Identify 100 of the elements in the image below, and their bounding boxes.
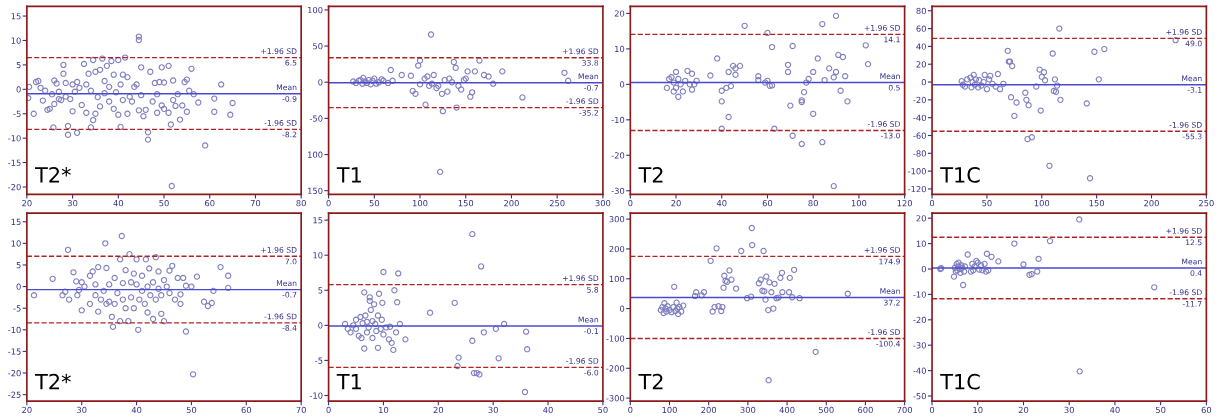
x-tick-label: 40 bbox=[131, 406, 142, 414]
y-tick-label: -15 bbox=[8, 348, 21, 355]
x-tick-label: 40 bbox=[1110, 406, 1120, 414]
x-tick-label: 80 bbox=[808, 200, 818, 207]
y-tick-label: -25 bbox=[8, 391, 21, 398]
x-tick-label: 10 bbox=[973, 406, 983, 414]
y-tick-label: 60 bbox=[916, 25, 926, 32]
x-tick-label: 60 bbox=[205, 200, 215, 207]
y-tick-label: 300 bbox=[609, 216, 625, 223]
y-tick-label: -10 bbox=[309, 392, 323, 399]
y-tick-label: 20 bbox=[916, 215, 926, 222]
text: T1 bbox=[336, 374, 361, 390]
y-tick-label: 10 bbox=[11, 37, 21, 44]
y-tick-label: -60 bbox=[913, 132, 926, 139]
y-tick-label: 0 bbox=[620, 81, 625, 88]
y-tick-label: 20 bbox=[916, 61, 926, 68]
y-tick-label: -100 bbox=[606, 335, 625, 342]
y-tick-label: -50 bbox=[913, 393, 926, 400]
y-tick-label: -5 bbox=[13, 110, 21, 118]
x-tick-label: 700 bbox=[897, 406, 913, 414]
x-tick-label: 200 bbox=[1144, 200, 1159, 207]
y-tick-label: 15 bbox=[11, 218, 21, 226]
y-tick-label: -120 bbox=[907, 185, 926, 193]
x-tick-label: 50 bbox=[159, 200, 169, 207]
y-tick-label: 0 bbox=[921, 265, 926, 273]
y-tick-label: 5 bbox=[318, 287, 323, 294]
y-tick-label: 0 bbox=[16, 86, 21, 93]
y-tick-label: 10 bbox=[313, 252, 323, 259]
x-tick-label: 0 bbox=[929, 200, 935, 207]
y-tick-label: 0 bbox=[16, 283, 21, 290]
x-tick-label: 0 bbox=[929, 406, 935, 414]
y-tick-label: 0 bbox=[318, 79, 323, 86]
y-tick-label: -20 bbox=[8, 183, 21, 191]
y-tick-label: 0 bbox=[620, 305, 625, 312]
y-tick-label: 20 bbox=[614, 10, 625, 17]
y-tick-label: -40 bbox=[913, 114, 926, 121]
y-tick-label: 50 bbox=[313, 43, 323, 50]
x-tick-label: 0 bbox=[628, 406, 633, 414]
y-tick-label: -5 bbox=[13, 305, 21, 312]
y-tick-label: -300 bbox=[606, 395, 625, 402]
x-tick-label: 60 bbox=[241, 406, 252, 414]
text: T2* bbox=[35, 373, 71, 390]
y-tick-label: -20 bbox=[8, 369, 21, 377]
text: T2* bbox=[35, 166, 71, 183]
x-tick-label: 30 bbox=[1064, 406, 1074, 414]
y-tick-label: 40 bbox=[916, 43, 926, 50]
y-tick-label: -20 bbox=[611, 152, 625, 159]
y-tick-label: 0 bbox=[921, 79, 926, 86]
x-tick-label: 60 bbox=[1201, 406, 1212, 414]
text: T1C bbox=[940, 166, 980, 183]
x-tick-label: 200 bbox=[504, 200, 519, 207]
y-tick-label: 15 bbox=[11, 13, 21, 20]
x-tick-label: 50 bbox=[369, 200, 380, 207]
x-tick-label: 50 bbox=[186, 406, 197, 414]
x-tick-label: 400 bbox=[779, 406, 795, 414]
x-tick-label: 30 bbox=[77, 406, 87, 414]
x-tick-label: 300 bbox=[740, 406, 756, 414]
y-tick-label: 10 bbox=[916, 240, 926, 247]
y-tick-label: 5 bbox=[16, 61, 21, 69]
x-tick-label: 100 bbox=[851, 200, 867, 207]
y-tick-label: 100 bbox=[308, 6, 323, 14]
y-tick-label: -20 bbox=[913, 96, 926, 104]
x-tick-label: 70 bbox=[250, 200, 261, 207]
x-tick-label: 100 bbox=[662, 406, 677, 414]
x-tick-label: 600 bbox=[858, 406, 873, 414]
y-tick-label: -5 bbox=[315, 357, 323, 364]
x-tick-label: 20 bbox=[22, 406, 32, 414]
x-tick-label: 30 bbox=[488, 406, 498, 414]
y-tick-label: 10 bbox=[11, 240, 21, 247]
y-tick-label: -10 bbox=[913, 291, 926, 298]
x-tick-label: 40 bbox=[543, 406, 553, 414]
y-tick-label: 15 bbox=[313, 217, 323, 224]
x-tick-label: 200 bbox=[701, 406, 717, 414]
x-tick-label: 70 bbox=[296, 406, 306, 414]
text: T2 bbox=[638, 373, 663, 390]
y-tick-label: 5 bbox=[16, 262, 21, 269]
y-tick-label: -200 bbox=[606, 365, 625, 372]
y-tick-label: -10 bbox=[8, 326, 21, 334]
y-tick-label: -80 bbox=[913, 150, 926, 157]
x-tick-label: 30 bbox=[67, 200, 78, 207]
x-tick-label: 300 bbox=[595, 200, 611, 207]
x-tick-label: 20 bbox=[1018, 406, 1029, 414]
x-tick-label: 20 bbox=[22, 200, 32, 207]
y-tick-label: -100 bbox=[907, 168, 926, 175]
x-tick-label: 150 bbox=[1089, 200, 1105, 207]
y-tick-label: -10 bbox=[8, 135, 21, 142]
x-tick-label: 50 bbox=[598, 406, 608, 414]
x-tick-label: 40 bbox=[716, 200, 727, 207]
x-tick-label: 250 bbox=[1199, 200, 1214, 207]
x-tick-label: 150 bbox=[458, 200, 474, 207]
x-tick-label: 40 bbox=[113, 200, 124, 207]
text: T1C bbox=[940, 373, 980, 390]
y-tick-label: 10 bbox=[615, 45, 625, 53]
x-tick-label: 100 bbox=[412, 200, 428, 207]
x-tick-label: 10 bbox=[379, 406, 389, 414]
x-tick-label: 50 bbox=[982, 200, 992, 207]
x-tick-label: 100 bbox=[1034, 200, 1050, 207]
x-tick-label: 80 bbox=[296, 200, 306, 207]
x-tick-label: 120 bbox=[897, 200, 913, 207]
y-tick-label: 150 bbox=[308, 187, 323, 194]
